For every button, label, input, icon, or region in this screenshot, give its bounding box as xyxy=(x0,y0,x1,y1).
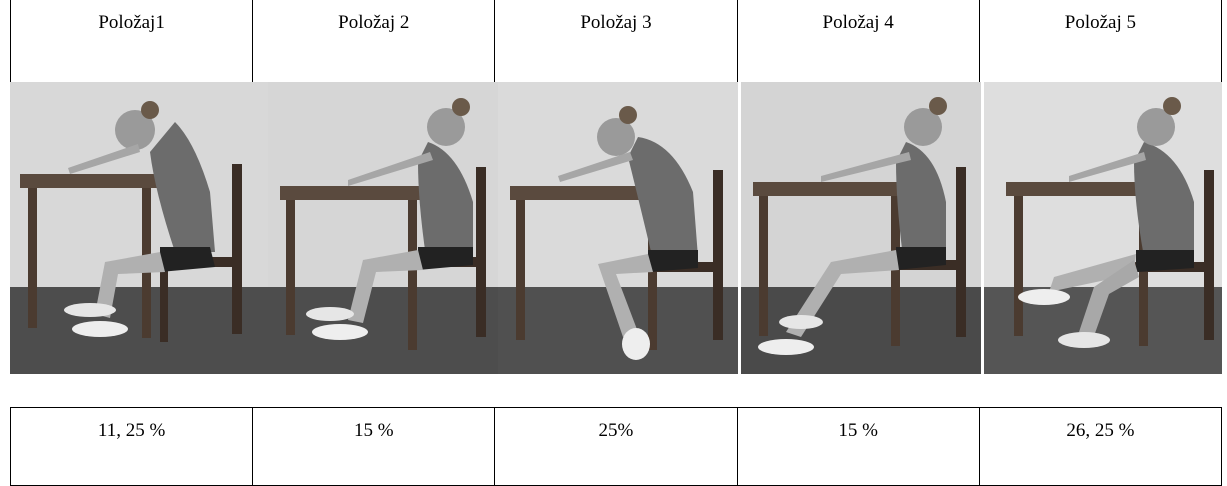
photo-strip xyxy=(10,82,1222,374)
header-cell-4: Položaj 4 xyxy=(736,0,980,87)
value-cell-2: 15 % xyxy=(252,407,496,486)
header-row: Položaj1 Položaj 2 Položaj 3 Položaj 4 P… xyxy=(9,0,1223,87)
photo-polozaj-5 xyxy=(984,82,1222,374)
photo-polozaj-2 xyxy=(268,82,498,374)
value-cell-1: 11, 25 % xyxy=(9,407,254,486)
value-table: 11, 25 % 15 % 25% 15 % 26, 25 % xyxy=(9,407,1223,486)
header-cell-5: Položaj 5 xyxy=(978,0,1223,87)
photo-polozaj-1 xyxy=(10,82,268,374)
sitting-posture-illustration xyxy=(984,82,1222,374)
sitting-posture-illustration xyxy=(741,82,981,374)
value-cell-5: 26, 25 % xyxy=(978,407,1223,486)
sitting-posture-illustration xyxy=(498,82,738,374)
header-table: Položaj1 Položaj 2 Položaj 3 Položaj 4 P… xyxy=(9,0,1223,87)
sitting-posture-illustration xyxy=(10,82,268,374)
header-cell-2: Položaj 2 xyxy=(252,0,496,87)
header-cell-3: Položaj 3 xyxy=(494,0,738,87)
photo-polozaj-4 xyxy=(738,82,984,374)
photo-polozaj-3 xyxy=(498,82,738,374)
header-cell-1: Položaj1 xyxy=(9,0,254,87)
value-cell-3: 25% xyxy=(494,407,738,486)
sitting-posture-illustration xyxy=(268,82,498,374)
value-row: 11, 25 % 15 % 25% 15 % 26, 25 % xyxy=(9,407,1223,486)
value-cell-4: 15 % xyxy=(736,407,980,486)
